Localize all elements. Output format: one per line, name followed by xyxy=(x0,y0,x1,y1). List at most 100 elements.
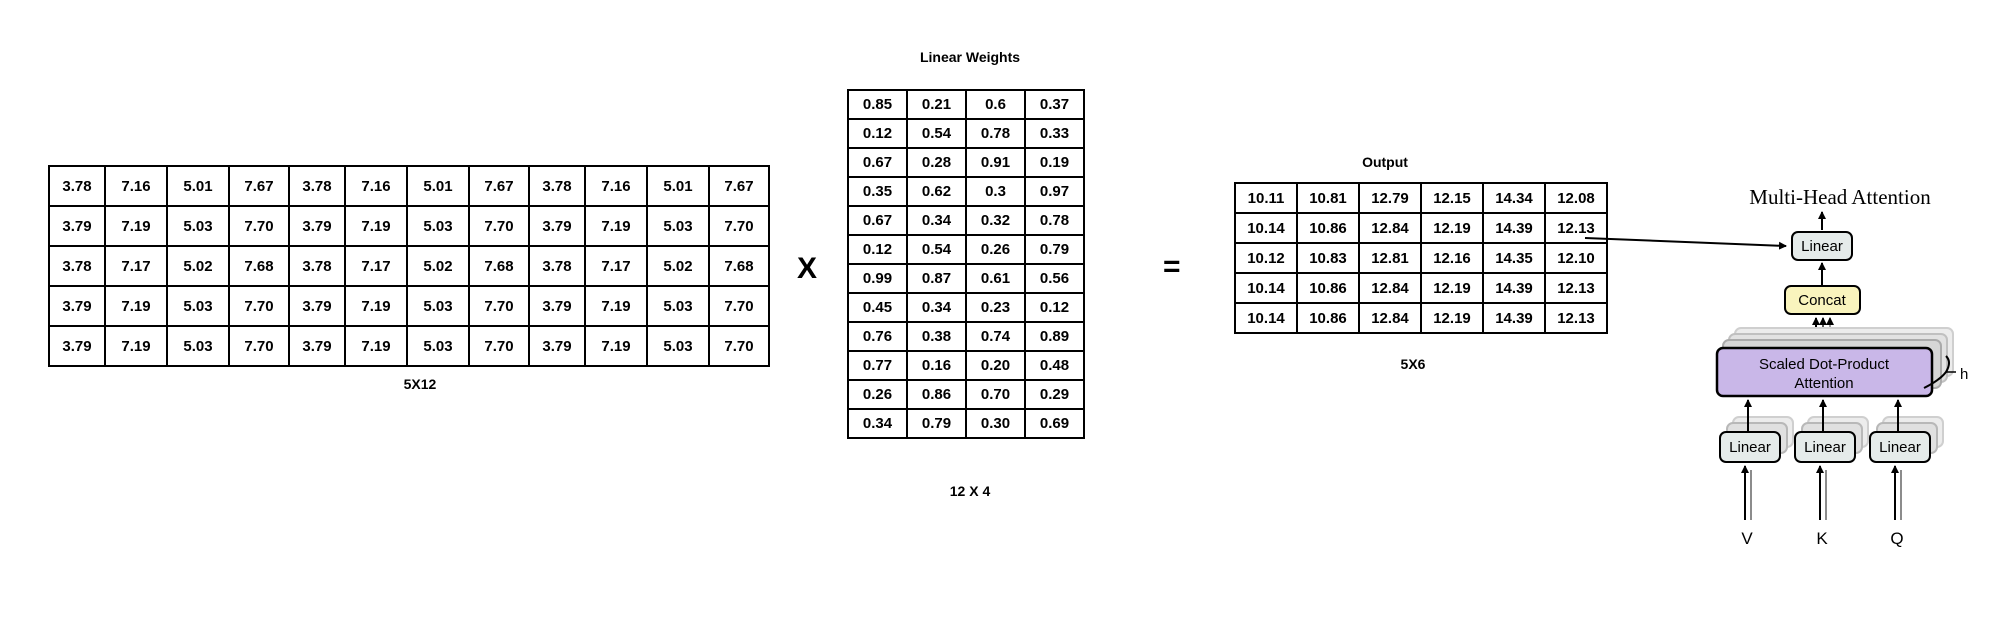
matrix-cell: 3.78 xyxy=(528,245,586,287)
matrix-cell: 10.11 xyxy=(1234,182,1298,214)
v-input-arrows xyxy=(1741,465,1752,520)
matrix-cell: 0.16 xyxy=(906,350,967,381)
matrix-cell: 12.10 xyxy=(1544,242,1608,274)
matrix-cell: 5.02 xyxy=(646,245,710,287)
matrix-cell: 0.12 xyxy=(847,118,908,149)
table-row: 3.79 7.19 5.03 7.70 3.79 7.19 5.03 7.70 3.79 7.19… xyxy=(48,285,770,327)
matrix-cell: 3.78 xyxy=(48,165,106,207)
sdpa-label-line2: Attention xyxy=(1794,375,1853,392)
matrix-cell: 7.70 xyxy=(468,205,530,247)
matrix-cell: 12.08 xyxy=(1544,182,1608,214)
matrix-cell: 14.39 xyxy=(1482,212,1546,244)
matrix-cell: 3.79 xyxy=(528,325,586,367)
matrix-cell: 7.19 xyxy=(104,285,168,327)
matrix-cell: 3.79 xyxy=(528,285,586,327)
matrix-cell: 0.76 xyxy=(847,321,908,352)
matrix-cell: 0.37 xyxy=(1024,89,1085,120)
table-row: 0.85 0.21 0.6 0.37 xyxy=(847,89,1085,120)
output-matrix-title: Output xyxy=(1362,154,1408,170)
matrix-cell: 5.02 xyxy=(166,245,230,287)
matrix-cell: 0.48 xyxy=(1024,350,1085,381)
matrix-cell: 7.19 xyxy=(344,205,408,247)
matrix-cell: 0.77 xyxy=(847,350,908,381)
linear-k-label: Linear xyxy=(1804,439,1846,456)
table-row: 3.78 7.17 5.02 7.68 3.78 7.17 5.02 7.68 3.78 7.17… xyxy=(48,245,770,287)
matrix-cell: 3.79 xyxy=(288,285,346,327)
matrix-cell: 0.85 xyxy=(847,89,908,120)
matrix-cell: 10.86 xyxy=(1296,302,1360,334)
matrix-cell: 5.02 xyxy=(406,245,470,287)
matrix-cell: 7.70 xyxy=(468,325,530,367)
table-row: 10.14 10.86 12.84 12.19 14.39 12.13 xyxy=(1234,272,1608,304)
matrix-cell: 5.03 xyxy=(406,285,470,327)
matrix-cell: 10.14 xyxy=(1234,272,1298,304)
matrix-cell: 0.20 xyxy=(965,350,1026,381)
table-row: 10.14 10.86 12.84 12.19 14.39 12.13 xyxy=(1234,212,1608,244)
table-row: 3.79 7.19 5.03 7.70 3.79 7.19 5.03 7.70 3.79 7.19… xyxy=(48,205,770,247)
matrix-cell: 5.01 xyxy=(166,165,230,207)
matrix-cell: 7.19 xyxy=(104,205,168,247)
linear-q-label: Linear xyxy=(1879,439,1921,456)
matrix-cell: 0.38 xyxy=(906,321,967,352)
matrix-cell: 0.12 xyxy=(1024,292,1085,323)
matrix-cell: 12.84 xyxy=(1358,212,1422,244)
matrix-cell: 10.81 xyxy=(1296,182,1360,214)
matrix-cell: 3.79 xyxy=(48,205,106,247)
matrix-cell: 14.35 xyxy=(1482,242,1546,274)
matrix-cell: 7.19 xyxy=(344,325,408,367)
matrix-cell: 5.03 xyxy=(166,325,230,367)
concat-box xyxy=(1784,285,1861,315)
matrix-cell: 0.78 xyxy=(1024,205,1085,236)
matrix-cell: 7.16 xyxy=(104,165,168,207)
matrix-cell: 0.34 xyxy=(906,205,967,236)
q-input-arrows xyxy=(1891,465,1902,520)
input-q-label: Q xyxy=(1890,529,1903,548)
table-row: 0.76 0.38 0.74 0.89 xyxy=(847,321,1085,352)
matrix-cell: 5.03 xyxy=(646,205,710,247)
matrix-cell: 7.70 xyxy=(228,325,290,367)
matrix-cell: 0.79 xyxy=(906,408,967,439)
matrix-cell: 0.29 xyxy=(1024,379,1085,410)
matrix-cell: 7.70 xyxy=(228,285,290,327)
matrix-cell: 3.78 xyxy=(528,165,586,207)
matrix-cell: 12.19 xyxy=(1420,302,1484,334)
matrix-cell: 7.16 xyxy=(584,165,648,207)
matrix-cell: 0.67 xyxy=(847,147,908,178)
matrix-cell: 0.97 xyxy=(1024,176,1085,207)
matrix-cell: 0.69 xyxy=(1024,408,1085,439)
matrix-cell: 7.70 xyxy=(708,325,770,367)
linear-top-label: Linear xyxy=(1801,238,1843,255)
table-row: 10.11 10.81 12.79 12.15 14.34 12.08 xyxy=(1234,182,1608,214)
matrix-cell: 12.19 xyxy=(1420,272,1484,304)
matrix-cell: 7.17 xyxy=(104,245,168,287)
table-row: 3.79 7.19 5.03 7.70 3.79 7.19 5.03 7.70 3.79 7.19… xyxy=(48,325,770,367)
matrix-cell: 7.70 xyxy=(468,285,530,327)
concat-label: Concat xyxy=(1798,292,1846,309)
input-v-label: V xyxy=(1741,529,1753,548)
table-row: 10.14 10.86 12.84 12.19 14.39 12.13 xyxy=(1234,302,1608,334)
table-row: 0.35 0.62 0.3 0.97 xyxy=(847,176,1085,207)
matrix-cell: 5.01 xyxy=(646,165,710,207)
matrix-cell: 12.13 xyxy=(1544,302,1608,334)
matrix-cell: 10.12 xyxy=(1234,242,1298,274)
linear-v-box xyxy=(1719,431,1781,463)
matrix-cell: 0.19 xyxy=(1024,147,1085,178)
multiply-symbol: X xyxy=(797,252,818,285)
matrix-cell: 7.16 xyxy=(344,165,408,207)
matrix-cell: 12.81 xyxy=(1358,242,1422,274)
output-to-linear-arrow xyxy=(1584,237,1787,250)
matrix-cell: 0.30 xyxy=(965,408,1026,439)
matrix-cell: 0.56 xyxy=(1024,263,1085,294)
linear-v-label: Linear xyxy=(1729,439,1771,456)
matrix-cell: 5.03 xyxy=(406,325,470,367)
matrix-cell: 7.67 xyxy=(708,165,770,207)
matrix-cell: 0.34 xyxy=(906,292,967,323)
matrix-cell: 0.6 xyxy=(965,89,1026,120)
matrix-cell: 7.70 xyxy=(708,205,770,247)
matrix-cell: 10.86 xyxy=(1296,212,1360,244)
matrix-cell: 10.14 xyxy=(1234,302,1298,334)
matrix-cell: 5.03 xyxy=(646,285,710,327)
table-row: 0.34 0.79 0.30 0.69 xyxy=(847,408,1085,439)
matrix-cell: 0.32 xyxy=(965,205,1026,236)
